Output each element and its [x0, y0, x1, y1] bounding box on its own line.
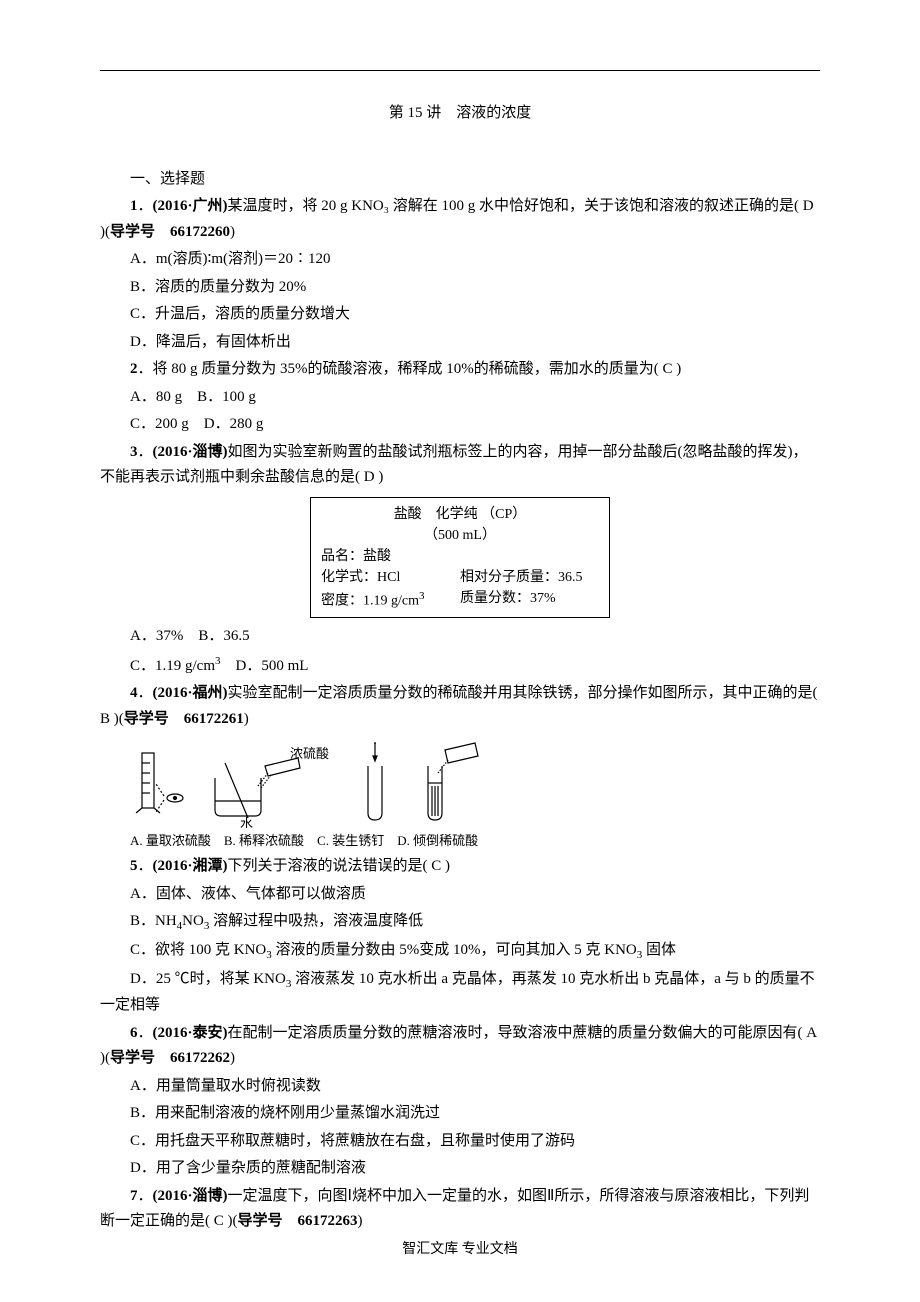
label-right: 相对分子质量：36.5 质量分数：37%	[460, 546, 599, 612]
q1-dxh: 导学号 66172260	[110, 224, 230, 240]
q2-num: 2	[130, 361, 138, 377]
q2-stem: 2．将 80 g 质量分数为 35%的硫酸溶液，稀释成 10%的稀硫酸，需加水的…	[100, 357, 820, 383]
q5-text: 下列关于溶液的说法错误的是( C )	[228, 858, 451, 874]
q1-tail: )	[230, 224, 235, 240]
q6-stem: 6．(2016·泰安)在配制一定溶质质量分数的蔗糖溶液时，导致溶液中蔗糖的质量分…	[100, 1021, 820, 1072]
label-row: 品名：盐酸 化学式：HCl 密度：1.19 g/cm3 相对分子质量：36.5 …	[321, 546, 599, 612]
label-l2: 化学式：HCl	[321, 567, 460, 588]
q5c-c: 固体	[642, 942, 676, 958]
label-l3sup: 3	[419, 590, 425, 602]
q4-fig-a	[136, 753, 183, 813]
q3-row2a: C．1.19 g/cm	[130, 658, 215, 674]
q5b-c: 溶解过程中吸热，溶液温度降低	[209, 913, 423, 929]
q6-opt-b: B．用来配制溶液的烧杯刚用少量蒸馏水润洗过	[100, 1101, 820, 1127]
q1-opt-a: A．m(溶质)∶m(溶剂)＝20∶120	[100, 247, 820, 273]
q6-num: 6	[130, 1025, 138, 1041]
q6-dxh: 导学号 66172262	[110, 1050, 230, 1066]
q1-opt-d: D．降温后，有固体析出	[100, 330, 820, 356]
label-line2: （500 mL）	[321, 525, 599, 546]
q3-num: 3	[130, 444, 138, 460]
q5c-b: 溶液的质量分数由 5%变成 10%，可向其加入 5 克 KNO	[272, 942, 637, 958]
q1-source: (2016·广州)	[153, 198, 228, 214]
label-l3a: 密度：1.19 g/cm	[321, 593, 419, 608]
q4-source: (2016·福州)	[153, 685, 228, 701]
q5d-a: D．25 ℃时，将某 KNO	[130, 971, 286, 987]
page-title: 第 15 讲 溶液的浓度	[100, 101, 820, 127]
q5b-b: NO	[182, 913, 204, 929]
q5-opt-a: A．固体、液体、气体都可以做溶质	[100, 882, 820, 908]
q4-caption: A. 量取浓硫酸 B. 稀释浓硫酸 C. 装生锈钉 D. 倾倒稀硫酸	[130, 830, 820, 852]
q2-row1: A．80 g B．100 g	[100, 385, 820, 411]
q1-num: 1	[130, 198, 138, 214]
q1-stem: 1．(2016·广州)某温度时，将 20 g KNO₃ 溶解在 100 g 水中…	[100, 194, 820, 245]
q3-row2: C．1.19 g/cm3 D．500 mL	[100, 652, 820, 680]
label-r1: 相对分子质量：36.5	[460, 567, 599, 588]
q2-row2: C．200 g D．280 g	[100, 412, 820, 438]
q1-opt-c: C．升温后，溶质的质量分数增大	[100, 302, 820, 328]
q4-dxh: 导学号 66172261	[124, 711, 244, 727]
q7-dxh: 导学号 66172263	[238, 1213, 358, 1229]
label-r2: 质量分数：37%	[460, 588, 599, 609]
q4-num: 4	[130, 685, 138, 701]
q4-label-acid: 浓硫酸	[290, 746, 329, 761]
section-heading: 一、选择题	[100, 167, 820, 193]
q5-opt-c: C．欲将 100 克 KNO3 溶液的质量分数由 5%变成 10%，可向其加入 …	[100, 938, 820, 965]
q5-stem: 5．(2016·湘潭)下列关于溶液的说法错误的是( C )	[100, 854, 820, 880]
q4-fig-d	[428, 743, 478, 820]
q5-opt-d: D．25 ℃时，将某 KNO3 溶液蒸发 10 克水析出 a 克晶体，再蒸发 1…	[100, 967, 820, 1019]
q4-figure: 浓硫酸 水	[130, 738, 490, 828]
q5-source: (2016·湘潭)	[153, 858, 228, 874]
q7-stem: 7．(2016·淄博)一定温度下，向图Ⅰ烧杯中加入一定量的水，如图Ⅱ所示，所得溶…	[100, 1184, 820, 1235]
q4-fig-c	[368, 743, 382, 820]
footer: 智汇文库 专业文档	[0, 1238, 920, 1262]
q5-opt-b: B．NH4NO3 溶解过程中吸热，溶液温度降低	[100, 909, 820, 936]
q3-stem: 3．(2016·淄博)如图为实验室新购置的盐酸试剂瓶标签上的内容，用掉一部分盐酸…	[100, 440, 820, 491]
q5b-a: B．NH	[130, 913, 177, 929]
q7-tail: )	[358, 1213, 363, 1229]
top-rule	[100, 70, 820, 71]
q5c-a: C．欲将 100 克 KNO	[130, 942, 266, 958]
q6-opt-c: C．用托盘天平称取蔗糖时，将蔗糖放在右盘，且称量时使用了游码	[100, 1129, 820, 1155]
q7-source: (2016·淄博)	[153, 1188, 228, 1204]
label-l1: 品名：盐酸	[321, 546, 460, 567]
q1-opt-b: B．溶质的质量分数为 20%	[100, 275, 820, 301]
q4-tail: )	[244, 711, 249, 727]
label-line1: 盐酸 化学纯 （CP）	[321, 504, 599, 525]
q4-label-water: 水	[240, 816, 253, 828]
reagent-label-box: 盐酸 化学纯 （CP） （500 mL） 品名：盐酸 化学式：HCl 密度：1.…	[310, 497, 610, 619]
label-l3: 密度：1.19 g/cm3	[321, 588, 460, 612]
q4-fig-b	[215, 758, 300, 818]
q6-source: (2016·泰安)	[153, 1025, 228, 1041]
q6-opt-a: A．用量筒量取水时俯视读数	[100, 1074, 820, 1100]
q3-source: (2016·淄博)	[153, 444, 228, 460]
q3-row2b: D．500 mL	[221, 658, 309, 674]
q6-opt-d: D．用了含少量杂质的蔗糖配制溶液	[100, 1156, 820, 1182]
label-left: 品名：盐酸 化学式：HCl 密度：1.19 g/cm3	[321, 546, 460, 612]
q2-text: 将 80 g 质量分数为 35%的硫酸溶液，稀释成 10%的稀硫酸，需加水的质量…	[153, 361, 682, 377]
q7-num: 7	[130, 1188, 138, 1204]
q3-row1: A．37% B．36.5	[100, 624, 820, 650]
q6-tail: )	[230, 1050, 235, 1066]
q5-num: 5	[130, 858, 138, 874]
q4-stem: 4．(2016·福州)实验室配制一定溶质质量分数的稀硫酸并用其除铁锈，部分操作如…	[100, 681, 820, 732]
